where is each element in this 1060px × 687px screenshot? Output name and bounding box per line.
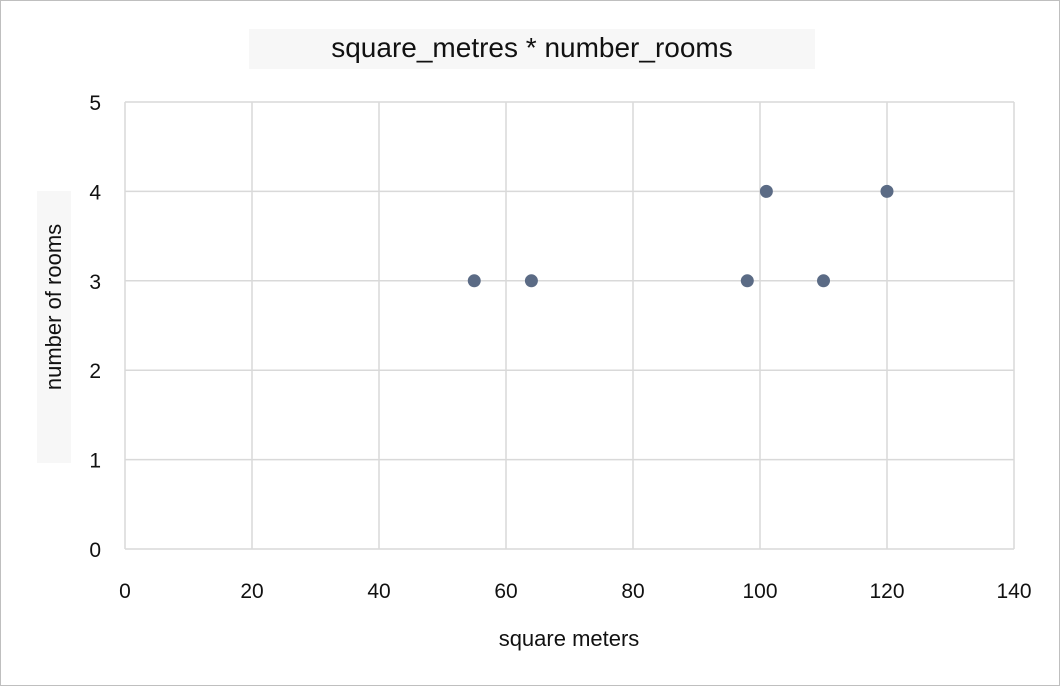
- data-point-4: [817, 274, 830, 288]
- y-tick-label-3: 3: [89, 271, 101, 294]
- data-point-2: [740, 274, 754, 288]
- x-axis-title: square meters: [499, 626, 640, 651]
- data-points: [467, 184, 894, 288]
- y-tick-label-0: 0: [89, 539, 101, 562]
- data-point-3: [759, 184, 773, 198]
- y-tick-label-5: 5: [89, 92, 101, 115]
- title-background: [249, 29, 815, 69]
- x-tick-label-0: 0: [119, 580, 131, 603]
- x-tick-label-2: 40: [367, 580, 390, 603]
- y-tick-label-1: 1: [89, 450, 101, 473]
- data-point-5: [880, 184, 894, 198]
- y-tick-label-4: 4: [89, 181, 101, 204]
- gridlines: [124, 101, 1015, 550]
- data-point-1: [524, 274, 538, 288]
- data-point-0: [467, 274, 481, 288]
- x-tick-label-6: 120: [869, 580, 904, 603]
- y-tick-labels: 0 1 2 3 4 5: [89, 92, 101, 562]
- x-tick-label-1: 20: [240, 580, 263, 603]
- y-axis-title-background: [37, 191, 71, 463]
- x-tick-label-7: 140: [996, 580, 1031, 603]
- x-tick-label-4: 80: [621, 580, 644, 603]
- x-tick-label-5: 100: [742, 580, 777, 603]
- chart-title: square_metres * number_rooms: [331, 32, 733, 63]
- x-tick-label-3: 60: [494, 580, 517, 603]
- x-tick-labels: 0 20 40 60 80 100 120 140: [119, 580, 1031, 603]
- y-tick-label-2: 2: [89, 360, 101, 383]
- y-axis-title: number of rooms: [41, 224, 66, 390]
